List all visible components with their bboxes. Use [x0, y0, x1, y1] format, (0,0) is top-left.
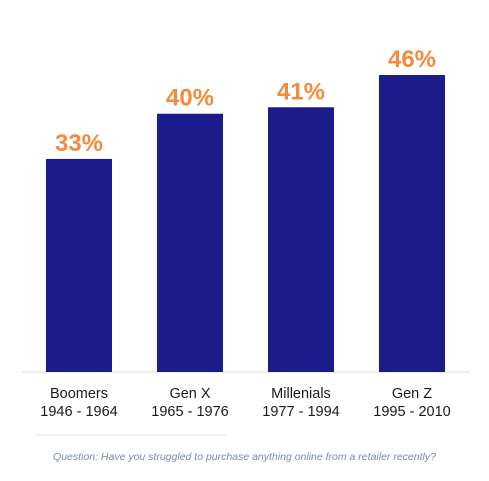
category-label-gen-z: Gen Z: [392, 386, 432, 402]
category-label-millenials: Millenials: [271, 386, 331, 402]
bar-boomers: [46, 158, 112, 372]
category-label-boomers: Boomers: [50, 386, 108, 402]
category-years-gen-x: 1965 - 1976: [151, 404, 228, 420]
category-years-gen-z: 1995 - 2010: [373, 404, 450, 420]
bar-gen-x: [157, 113, 223, 372]
category-label-gen-x: Gen X: [169, 386, 210, 402]
bar-millenials: [268, 107, 334, 373]
value-label-boomers: 33%: [55, 130, 103, 157]
value-label-millenials: 41%: [277, 78, 325, 105]
footnote-question: Question: Have you struggled to purchase…: [53, 451, 436, 463]
category-years-boomers: 1946 - 1964: [40, 404, 117, 420]
category-years-millenials: 1977 - 1994: [262, 404, 339, 420]
bar-gen-z: [379, 75, 445, 372]
value-label-gen-x: 40%: [166, 85, 214, 112]
value-label-gen-z: 46%: [388, 46, 436, 73]
